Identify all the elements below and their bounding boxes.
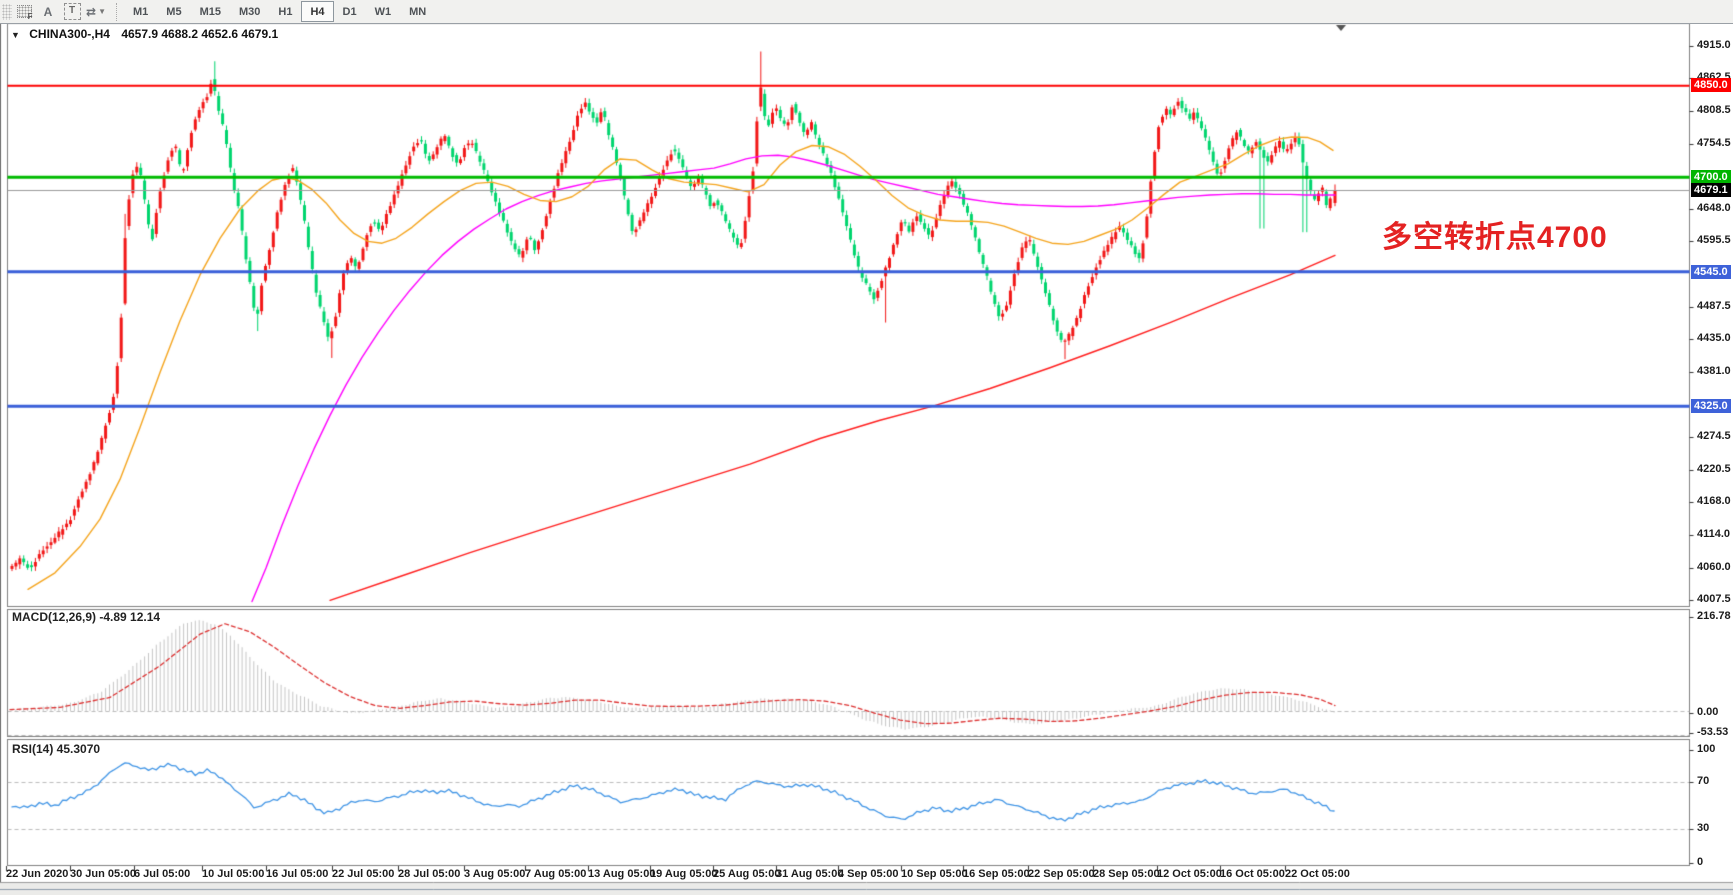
text-label-tool-button[interactable]: A [36,2,60,22]
timeframe-d1[interactable]: D1 [342,5,357,18]
timeframe-m5[interactable]: M5 [166,5,182,18]
time-axis-label: 16 Oct 05:00 [1220,868,1285,880]
time-axis-label: 6 Jul 05:00 [134,868,191,880]
timeframe-group: M1 M5 M15 M30 H1 H4 D1 W1 MN [124,1,435,22]
time-axis-label: 31 Aug 05:00 [776,868,844,880]
time-axis-label: 12 Oct 05:00 [1157,868,1222,880]
chevron-down-icon[interactable]: ▼ [11,30,20,40]
toolbar-grip[interactable] [2,3,12,20]
cycle-arrows-icon: ⇄ [86,4,97,19]
time-axis-label: 16 Jul 05:00 [266,868,329,880]
symbol-period-label: CHINA300-,H4 [29,27,110,41]
rsi-indicator-label: RSI(14) 45.3070 [12,742,101,756]
rsi-axis-label: 0 [1697,856,1704,868]
macd-axis-label: -53.53 [1697,726,1729,738]
chart-annotation-text: 多空转折点4700 [1382,221,1608,254]
price-axis-label: 4808.5 [1697,104,1731,116]
timeframe-w1[interactable]: W1 [374,5,392,18]
ohlc-values: 4657.9 4688.2 4652.6 4679.1 [121,27,279,41]
timeframe-h1[interactable]: H1 [278,5,293,18]
timeframe-m15[interactable]: M15 [199,5,221,18]
price-axis-label: 4274.5 [1697,430,1731,442]
timeframe-m1[interactable]: M1 [133,5,149,18]
chart-title[interactable]: ▼ CHINA300-,H4 4657.9 4688.2 4652.6 4679… [11,27,278,41]
price-axis-label: 4220.5 [1697,463,1731,475]
time-axis-label: 30 Jun 05:00 [70,868,137,880]
pattern-fill-tool-button[interactable]: F [12,2,36,22]
time-axis-label: 3 Aug 05:00 [464,868,526,880]
timeframe-h4[interactable]: H4 [301,1,334,22]
text-box-tool-button[interactable]: T [60,2,84,22]
price-axis-label: 4915.0 [1697,39,1731,51]
price-badge: 4700.0 [1691,170,1731,184]
price-axis-label: 4648.0 [1697,202,1731,214]
time-axis-label: 7 Aug 05:00 [525,868,587,880]
time-axis-label: 22 Oct 05:00 [1285,868,1350,880]
letter-a-icon: A [43,4,53,19]
time-axis-label: 16 Sep 05:00 [963,868,1030,880]
price-badge: 4850.0 [1691,78,1731,92]
price-badge: 4325.0 [1691,399,1731,413]
time-axis-label: 25 Aug 05:00 [713,868,781,880]
cycle-arrows-tool-button[interactable]: ⇄ ▼ [84,2,108,22]
macd-axis-label: 216.78 [1697,610,1731,622]
time-axis-label: 28 Sep 05:00 [1093,868,1160,880]
price-axis-label: 4754.5 [1697,137,1731,149]
toolbar-separator [116,2,118,21]
rsi-axis-label: 100 [1697,743,1716,755]
time-axis-label: 28 Jul 05:00 [398,868,461,880]
price-axis-label: 4381.0 [1697,365,1731,377]
price-axis-label: 4168.0 [1697,495,1731,507]
macd-axis-label: 0.00 [1697,706,1719,718]
time-axis-label: 4 Sep 05:00 [838,868,899,880]
timeframe-mn[interactable]: MN [409,5,427,18]
time-axis-label: 22 Sep 05:00 [1028,868,1095,880]
rsi-axis-label: 70 [1697,775,1710,787]
price-axis-label: 4114.0 [1697,528,1731,540]
time-axis-label: 22 Jun 2020 [6,868,69,880]
time-axis-label: 13 Aug 05:00 [588,868,656,880]
timeframe-m30[interactable]: M30 [238,5,261,18]
text-box-icon: T [63,3,81,20]
macd-indicator-label: MACD(12,26,9) -4.89 12.14 [12,610,161,624]
pattern-grid-icon: F [16,5,33,21]
time-axis-label: 19 Aug 05:00 [650,868,718,880]
price-axis-label: 4595.5 [1697,234,1731,246]
price-axis-label: 4435.0 [1697,332,1731,344]
time-axis-label: 10 Sep 05:00 [901,868,968,880]
price-badge: 4545.0 [1691,265,1731,279]
rsi-axis-label: 30 [1697,822,1710,834]
price-badge: 4679.1 [1691,183,1731,197]
price-axis-label: 4060.0 [1697,561,1731,573]
price-axis-label: 4007.5 [1697,593,1731,605]
dropdown-caret-icon: ▼ [98,7,106,16]
top-toolbar: F A T ⇄ ▼ M1 M5 M15 M30 H1 H4 D1 W1 MN [0,0,1733,24]
time-axis-label: 10 Jul 05:00 [202,868,265,880]
time-axis-label: 22 Jul 05:00 [332,868,395,880]
price-axis-label: 4487.5 [1697,300,1731,312]
